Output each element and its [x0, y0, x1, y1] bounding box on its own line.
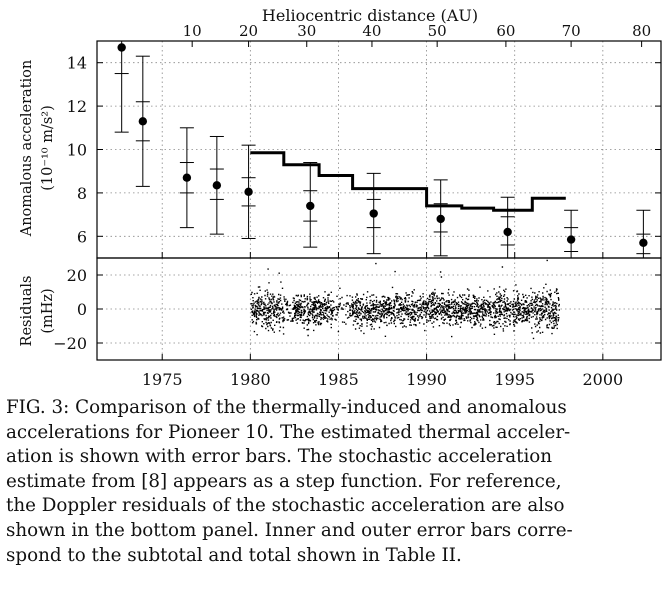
bottom-ylabel-line1: Residuals: [19, 276, 35, 347]
data-point: [114, 41, 129, 133]
step-function-line: [250, 151, 566, 212]
y-tick-label: 6: [77, 227, 87, 246]
data-point: [209, 135, 224, 235]
data-point-marker: [182, 173, 192, 182]
data-point: [636, 209, 651, 258]
bottom-ylabel-line2: (mHz): [40, 288, 56, 333]
top-axis-tick-label: 60: [496, 22, 515, 40]
top-axis-tick-label: 70: [562, 22, 581, 40]
top-axis-tick-label: 20: [239, 22, 258, 40]
x-tick-label: 1985: [318, 370, 359, 389]
y-tick-label: 8: [77, 184, 87, 203]
caption-line: ation is shown with error bars. The stoc…: [6, 446, 553, 468]
data-point-marker: [117, 43, 126, 52]
data-point-marker: [369, 209, 378, 218]
data-point: [179, 127, 194, 229]
data-point-marker: [503, 227, 512, 237]
x-tick-label: 1980: [230, 370, 271, 389]
data-point-marker: [566, 235, 576, 244]
caption-line: estimate from [8] appears as a step func…: [6, 470, 562, 492]
chart: Heliocentric distance (AU) 10 20 30 40 50 60 7…: [19, 6, 662, 389]
data-point-marker: [306, 201, 315, 211]
top-axis-tick-label: 10: [183, 22, 202, 40]
y-tick-label: 10: [67, 141, 87, 160]
top-panel-frame: [96, 40, 662, 259]
data-point-marker: [436, 214, 445, 224]
y-tick-label: 0: [77, 300, 87, 319]
data-point: [564, 209, 579, 258]
top-axis-tick-label: 80: [632, 22, 651, 40]
data-point-marker: [639, 238, 648, 248]
data-point: [366, 172, 381, 255]
data-point-marker: [138, 117, 148, 126]
top-axis-title: Heliocentric distance (AU): [262, 6, 478, 25]
caption-line: accelerations for Pioneer 10. The estima…: [6, 421, 571, 443]
data-point-marker: [212, 181, 222, 190]
figure: Heliocentric distance (AU) 10 20 30 40 50 60 7…: [19, 6, 662, 389]
residual-points: [250, 259, 560, 340]
caption-line: the Doppler residuals of the stochastic …: [6, 495, 565, 517]
figure-caption: FIG. 3: Comparison of the thermally-indu…: [6, 396, 662, 568]
top-axis-tick-label: 50: [428, 22, 447, 40]
data-point-marker: [244, 187, 253, 197]
data-point: [500, 196, 515, 258]
data-point: [303, 162, 318, 248]
top-ylabel-line2: (10⁻¹⁰ m/s²): [40, 105, 56, 191]
x-tick-label: 2000: [582, 370, 623, 389]
x-tick-label: 1995: [494, 370, 535, 389]
x-tick-label: 1990: [406, 370, 447, 389]
caption-line: shown in the bottom panel. Inner and out…: [6, 519, 573, 541]
x-tick-label: 1975: [142, 370, 183, 389]
caption-line: FIG. 3: Comparison of the thermally-indu…: [6, 397, 567, 418]
y-tick-label: 20: [67, 266, 87, 285]
top-axis-tick-label: 30: [297, 22, 316, 40]
y-tick-label: 14: [67, 54, 87, 73]
data-point: [135, 55, 150, 187]
data-point: [433, 179, 448, 257]
bottom-panel-frame: [96, 257, 662, 361]
y-tick-label: −20: [53, 334, 87, 353]
top-axis-tick-label: 40: [362, 22, 381, 40]
data-point: [241, 144, 256, 239]
top-ylabel-line1: Anomalous acceleration: [19, 60, 35, 238]
caption-line: spond to the subtotal and total shown in…: [6, 544, 462, 566]
y-tick-label: 12: [67, 97, 87, 116]
